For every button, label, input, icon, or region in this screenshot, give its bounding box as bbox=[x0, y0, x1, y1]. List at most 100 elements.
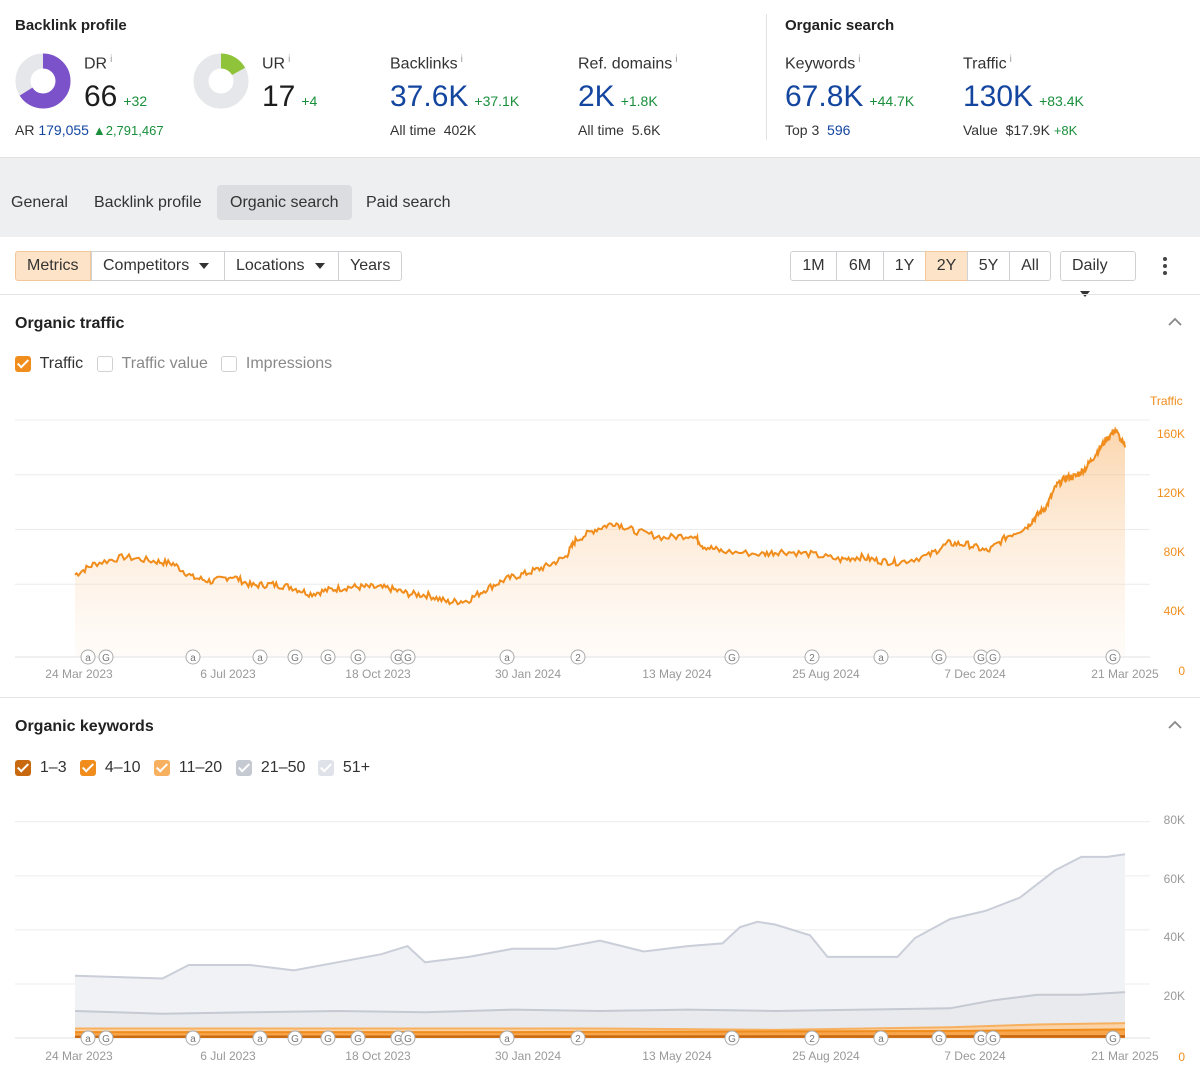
keywords-value[interactable]: 67.8K +44.7K bbox=[785, 80, 915, 113]
tab-general[interactable]: General bbox=[11, 194, 68, 211]
competitors-dropdown[interactable]: Competitors bbox=[91, 251, 225, 281]
traffic-line[interactable] bbox=[74, 426, 1126, 606]
annotation-marker[interactable]: a bbox=[80, 1030, 96, 1046]
annotation-marker[interactable]: 2 bbox=[804, 1030, 820, 1046]
range-all-button[interactable]: All bbox=[1009, 251, 1051, 281]
range-6m-button[interactable]: 6M bbox=[836, 251, 884, 281]
svg-text:a: a bbox=[257, 1034, 263, 1045]
dr-label[interactable]: DR i bbox=[84, 54, 113, 73]
annotation-marker[interactable]: G bbox=[931, 649, 947, 665]
annotation-marker[interactable]: a bbox=[185, 649, 201, 665]
ref-domains-label[interactable]: Ref. domains i bbox=[578, 54, 678, 73]
traffic-label[interactable]: Traffic i bbox=[963, 54, 1012, 73]
annotation-marker[interactable]: G bbox=[350, 1030, 366, 1046]
svg-text:G: G bbox=[324, 1034, 332, 1045]
annotation-marker[interactable]: G bbox=[287, 649, 303, 665]
checkbox-unchecked-icon bbox=[97, 355, 113, 372]
annotation-marker[interactable]: a bbox=[252, 649, 268, 665]
annotation-marker[interactable]: G bbox=[724, 649, 740, 665]
ar-row: AR 179,055 ▲2,791,467 bbox=[15, 122, 164, 138]
svg-text:a: a bbox=[878, 653, 884, 664]
keywords-line-51+[interactable] bbox=[74, 853, 1126, 980]
svg-text:G: G bbox=[977, 653, 985, 664]
ar-value[interactable]: 179,055 bbox=[38, 122, 89, 138]
svg-text:a: a bbox=[878, 1034, 884, 1045]
annotation-marker[interactable]: G bbox=[985, 1030, 1001, 1046]
pos-51plus-checkbox[interactable]: 51+ bbox=[318, 759, 370, 777]
collapse-chevron-icon[interactable] bbox=[1167, 717, 1183, 735]
backlinks-value[interactable]: 37.6K +37.1K bbox=[390, 80, 520, 113]
annotation-marker[interactable]: 2 bbox=[570, 649, 586, 665]
annotation-marker[interactable]: a bbox=[80, 649, 96, 665]
annotation-marker[interactable]: G bbox=[724, 1030, 740, 1046]
y-tick-label: 0 bbox=[1178, 1050, 1185, 1064]
keywords-line-21–50[interactable] bbox=[74, 991, 1126, 1015]
y-tick-label: 120K bbox=[1157, 486, 1185, 500]
annotation-marker[interactable]: 2 bbox=[804, 649, 820, 665]
annotation-marker[interactable]: G bbox=[400, 1030, 416, 1046]
annotation-marker[interactable]: a bbox=[185, 1030, 201, 1046]
annotation-marker[interactable]: G bbox=[350, 649, 366, 665]
annotation-marker[interactable]: G bbox=[1105, 649, 1121, 665]
impressions-checkbox[interactable]: Impressions bbox=[221, 355, 332, 373]
years-button[interactable]: Years bbox=[338, 251, 403, 281]
keywords-label[interactable]: Keywords i bbox=[785, 54, 861, 73]
range-1y-button[interactable]: 1Y bbox=[883, 251, 926, 281]
ur-label[interactable]: UR i bbox=[262, 54, 291, 73]
svg-text:G: G bbox=[324, 653, 332, 664]
x-tick-label: 7 Dec 2024 bbox=[944, 667, 1006, 681]
annotation-marker[interactable]: G bbox=[400, 649, 416, 665]
traffic-area bbox=[75, 429, 1125, 657]
annotation-marker[interactable]: G bbox=[931, 1030, 947, 1046]
range-5y-button[interactable]: 5Y bbox=[967, 251, 1010, 281]
svg-text:a: a bbox=[85, 1034, 91, 1045]
pos-4-10-checkbox[interactable]: 4–10 bbox=[80, 759, 140, 777]
annotation-marker[interactable]: G bbox=[98, 649, 114, 665]
annotation-marker[interactable]: a bbox=[499, 649, 515, 665]
ref-domains-value[interactable]: 2K +1.8K bbox=[578, 80, 658, 113]
svg-text:2: 2 bbox=[575, 653, 581, 664]
pos-11-20-checkbox[interactable]: 11–20 bbox=[154, 759, 222, 777]
top3-value[interactable]: 596 bbox=[827, 122, 851, 138]
backlinks-label[interactable]: Backlinks i bbox=[390, 54, 463, 73]
annotation-marker[interactable]: G bbox=[320, 1030, 336, 1046]
annotation-marker[interactable]: 2 bbox=[570, 1030, 586, 1046]
traffic-value[interactable]: 130K +83.4K bbox=[963, 80, 1084, 113]
svg-text:G: G bbox=[404, 1034, 412, 1045]
tab-backlink-profile[interactable]: Backlink profile bbox=[94, 194, 202, 211]
annotation-marker[interactable]: a bbox=[873, 1030, 889, 1046]
more-options-icon[interactable] bbox=[1158, 256, 1172, 276]
annotation-marker[interactable]: G bbox=[320, 649, 336, 665]
svg-text:G: G bbox=[989, 1034, 997, 1045]
traffic-checkbox[interactable]: Traffic bbox=[15, 355, 83, 373]
backlinks-alltime: All time 402K bbox=[390, 122, 477, 138]
keywords-line-11–20[interactable] bbox=[75, 1022, 1126, 1031]
annotation-marker[interactable]: a bbox=[499, 1030, 515, 1046]
range-2y-button[interactable]: 2Y bbox=[925, 251, 968, 281]
y-tick-label: 40K bbox=[1164, 604, 1185, 618]
collapse-chevron-icon[interactable] bbox=[1167, 314, 1183, 332]
annotation-marker[interactable]: a bbox=[252, 1030, 268, 1046]
metrics-button[interactable]: Metrics bbox=[15, 251, 91, 281]
svg-text:a: a bbox=[190, 1034, 196, 1045]
checkbox-checked-icon bbox=[154, 759, 170, 776]
svg-text:G: G bbox=[1109, 1034, 1117, 1045]
annotation-marker[interactable]: G bbox=[1105, 1030, 1121, 1046]
svg-text:G: G bbox=[354, 1034, 362, 1045]
pos-21-50-checkbox[interactable]: 21–50 bbox=[236, 759, 305, 777]
pos-1-3-checkbox[interactable]: 1–3 bbox=[15, 759, 67, 777]
annotation-marker[interactable]: G bbox=[287, 1030, 303, 1046]
annotation-marker[interactable]: G bbox=[98, 1030, 114, 1046]
range-1m-button[interactable]: 1M bbox=[790, 251, 837, 281]
x-tick-label: 25 Aug 2024 bbox=[792, 1049, 860, 1063]
granularity-dropdown[interactable]: Daily bbox=[1060, 251, 1136, 297]
traffic-value-checkbox[interactable]: Traffic value bbox=[97, 355, 208, 373]
annotation-marker[interactable]: a bbox=[873, 649, 889, 665]
annotation-marker[interactable]: G bbox=[985, 649, 1001, 665]
tab-organic-search[interactable]: Organic search bbox=[217, 185, 352, 220]
locations-dropdown[interactable]: Locations bbox=[224, 251, 339, 281]
keywords-line-1–3[interactable] bbox=[74, 1035, 1126, 1038]
tab-paid-search[interactable]: Paid search bbox=[366, 194, 451, 211]
